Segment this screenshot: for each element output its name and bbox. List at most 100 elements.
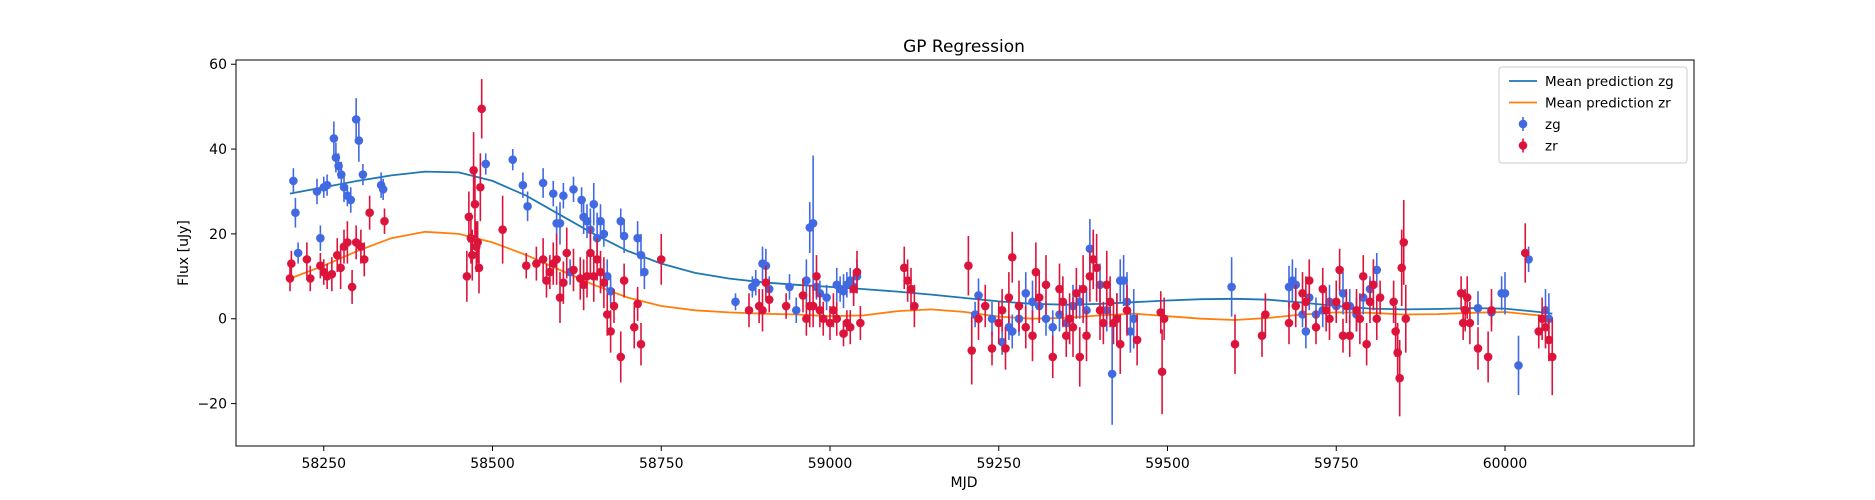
data-point bbox=[579, 280, 588, 290]
data-point bbox=[974, 314, 983, 324]
data-point bbox=[476, 182, 485, 192]
data-point bbox=[1068, 322, 1078, 332]
data-point bbox=[586, 248, 595, 258]
data-point bbox=[1547, 352, 1557, 362]
data-point bbox=[346, 195, 356, 205]
data-point bbox=[1473, 344, 1483, 353]
data-point bbox=[656, 255, 666, 264]
data-point bbox=[1021, 288, 1031, 298]
data-point bbox=[818, 314, 828, 324]
data-point bbox=[358, 170, 368, 179]
data-point bbox=[1028, 331, 1037, 341]
data-point bbox=[596, 216, 605, 226]
data-point bbox=[316, 261, 325, 271]
data-point bbox=[1099, 318, 1108, 328]
x-tick-label: 60000 bbox=[1483, 456, 1528, 472]
data-point bbox=[1331, 297, 1341, 307]
data-point bbox=[464, 212, 474, 222]
data-point bbox=[1389, 297, 1398, 307]
data-point bbox=[1007, 327, 1017, 336]
data-point bbox=[1298, 288, 1307, 298]
data-point bbox=[1372, 265, 1382, 275]
data-point bbox=[1227, 282, 1236, 292]
data-point bbox=[606, 327, 615, 336]
data-point bbox=[466, 233, 476, 243]
data-point bbox=[1284, 282, 1294, 292]
data-point bbox=[1132, 335, 1142, 345]
data-point bbox=[761, 278, 771, 287]
data-point bbox=[1157, 367, 1167, 377]
y-axis-label: Flux [uJy] bbox=[176, 220, 192, 286]
data-point bbox=[1514, 361, 1523, 370]
data-point bbox=[498, 225, 507, 234]
data-point bbox=[1082, 331, 1091, 341]
data-point bbox=[1075, 297, 1085, 307]
data-point bbox=[1321, 305, 1331, 315]
data-point bbox=[602, 272, 612, 281]
data-point bbox=[1088, 255, 1098, 264]
data-point bbox=[532, 259, 541, 268]
data-point bbox=[343, 238, 352, 247]
data-point bbox=[1345, 331, 1355, 341]
data-point bbox=[1318, 284, 1328, 294]
data-point bbox=[365, 208, 374, 218]
data-point bbox=[542, 276, 551, 285]
data-point bbox=[1541, 322, 1550, 332]
data-point bbox=[808, 301, 818, 311]
data-point bbox=[354, 136, 364, 145]
data-point bbox=[336, 263, 345, 273]
data-point bbox=[829, 305, 838, 315]
data-point bbox=[469, 165, 478, 175]
data-point bbox=[1159, 314, 1169, 324]
data-point bbox=[636, 339, 646, 349]
data-point bbox=[1126, 327, 1135, 336]
data-point bbox=[845, 276, 855, 285]
data-point bbox=[815, 305, 825, 315]
data-point bbox=[538, 255, 548, 264]
data-point bbox=[339, 182, 349, 192]
x-tick-label: 59500 bbox=[1145, 456, 1190, 472]
data-point bbox=[545, 267, 555, 277]
data-point bbox=[1129, 314, 1139, 324]
data-point bbox=[473, 238, 482, 247]
data-point bbox=[523, 202, 532, 211]
data-point bbox=[287, 259, 296, 268]
data-point bbox=[812, 272, 821, 281]
series-zr bbox=[285, 79, 1557, 417]
y-tick-label: 20 bbox=[209, 227, 227, 243]
data-point bbox=[1078, 284, 1088, 294]
x-tick-label: 58250 bbox=[301, 456, 346, 472]
data-point bbox=[1393, 348, 1402, 357]
x-tick-label: 59250 bbox=[976, 456, 1021, 472]
data-point bbox=[1311, 322, 1321, 332]
data-point bbox=[1065, 314, 1074, 324]
data-point bbox=[559, 278, 568, 287]
data-point bbox=[616, 352, 626, 362]
data-point bbox=[569, 185, 578, 194]
data-point bbox=[1372, 314, 1382, 324]
data-point bbox=[974, 291, 983, 300]
x-axis: 58250 58500 58750 59000 59250 59500 59750 60000 bbox=[301, 446, 1527, 472]
data-point bbox=[285, 274, 295, 283]
data-point bbox=[302, 255, 312, 264]
legend-box bbox=[1498, 66, 1688, 164]
data-point bbox=[1021, 322, 1031, 332]
data-point bbox=[636, 250, 646, 260]
data-point bbox=[1257, 331, 1267, 341]
data-point bbox=[1358, 272, 1368, 281]
data-point bbox=[1369, 280, 1378, 290]
data-point bbox=[1048, 352, 1058, 362]
data-point bbox=[1156, 308, 1166, 317]
data-point bbox=[1397, 263, 1407, 273]
data-point bbox=[1028, 297, 1037, 307]
data-point bbox=[1092, 263, 1101, 273]
data-point bbox=[589, 272, 599, 281]
data-point bbox=[849, 284, 858, 294]
data-point bbox=[606, 286, 615, 296]
data-point bbox=[616, 216, 626, 226]
data-point bbox=[1122, 305, 1132, 315]
data-point bbox=[1107, 369, 1117, 379]
legend-entry-label: zg bbox=[1545, 117, 1561, 133]
data-point bbox=[785, 282, 794, 292]
legend-entry-label: Mean prediction zg bbox=[1545, 74, 1674, 90]
